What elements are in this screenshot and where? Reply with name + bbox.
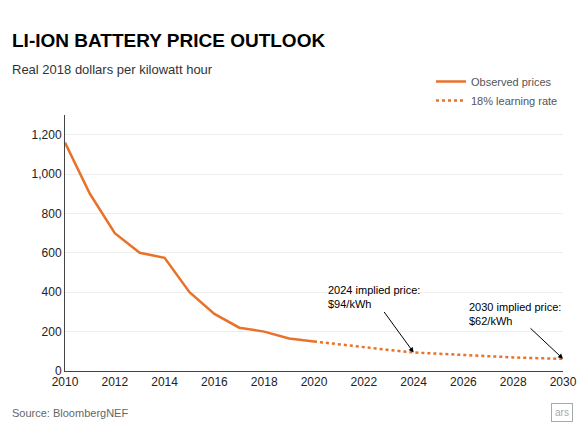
svg-text:0: 0 [55,364,62,378]
svg-text:2018: 2018 [251,375,278,389]
svg-text:2024: 2024 [400,375,427,389]
svg-text:2016: 2016 [201,375,228,389]
svg-text:2026: 2026 [450,375,477,389]
svg-text:1,000: 1,000 [32,167,62,181]
svg-text:2014: 2014 [151,375,178,389]
svg-text:2028: 2028 [500,375,527,389]
svg-text:18% learning rate: 18% learning rate [471,95,557,107]
svg-text:LI-ION BATTERY PRICE OUTLOOK: LI-ION BATTERY PRICE OUTLOOK [12,30,325,51]
svg-text:200: 200 [42,325,62,339]
svg-text:2012: 2012 [101,375,128,389]
svg-text:2020: 2020 [301,375,328,389]
svg-text:Real 2018 dollars per kilowatt: Real 2018 dollars per kilowatt hour [12,62,213,77]
svg-text:2022: 2022 [350,375,377,389]
svg-text:2010: 2010 [52,375,79,389]
svg-text:800: 800 [42,207,62,221]
svg-text:2024 implied price:$94/kWh: 2024 implied price:$94/kWh [328,284,420,310]
svg-text:1,200: 1,200 [32,128,62,142]
svg-text:2030: 2030 [550,375,577,389]
svg-text:400: 400 [42,285,62,299]
svg-text:Source: BloombergNEF: Source: BloombergNEF [12,407,128,419]
svg-text:ars: ars [555,407,569,418]
svg-text:600: 600 [42,246,62,260]
svg-text:2030 implied price:$62/kWh: 2030 implied price:$62/kWh [469,301,561,327]
svg-text:Observed prices: Observed prices [471,76,552,88]
